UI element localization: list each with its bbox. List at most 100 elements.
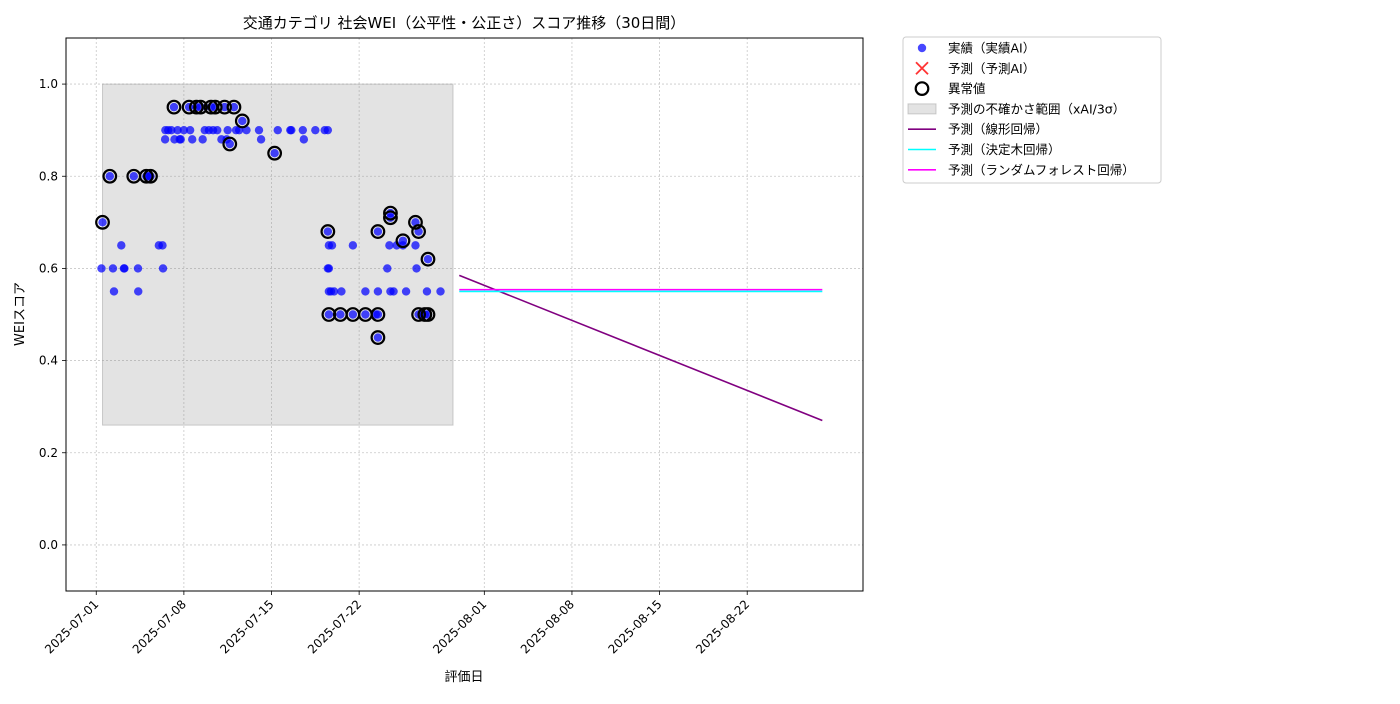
legend-label: 予測（決定木回帰） [948, 142, 1061, 157]
anomaly-marker [408, 214, 423, 230]
anomaly-marker [234, 113, 250, 129]
anomaly-marker [95, 214, 110, 230]
anomaly-marker [207, 99, 223, 115]
legend-label: 実績（実績AI） [948, 41, 1035, 56]
forecast-line [458, 274, 823, 422]
actual-point [373, 310, 383, 319]
actual-point [336, 310, 345, 319]
actual-point [108, 264, 118, 273]
actual-point [167, 125, 176, 135]
legend-label: 予測（ランダムフォレスト回帰） [948, 162, 1135, 177]
legend-swatch-x [915, 61, 929, 75]
x-axis-label: 評価日 [444, 670, 483, 685]
actual-point [129, 172, 139, 181]
y-tick-label: 0.2 [39, 446, 58, 460]
anomaly-marker [217, 99, 232, 115]
actual-point [188, 135, 197, 144]
actual-point [117, 241, 126, 250]
actual-point [242, 125, 251, 135]
anomaly-marker [321, 307, 337, 322]
actual-point [412, 264, 421, 273]
anomaly-marker [102, 168, 118, 184]
uncertainty-band [102, 83, 454, 426]
anomaly-marker [222, 136, 238, 152]
anomaly-marker [188, 99, 204, 115]
anomaly-marker [411, 224, 426, 239]
actual-point [361, 310, 370, 319]
anomaly-marker [411, 307, 426, 322]
x-axis-ticks: 2025-07-01 2025-07-08 2025-07-15 2025-07-22… [42, 591, 752, 656]
actual-point [436, 287, 445, 296]
legend-box [902, 36, 1162, 184]
actual-point [422, 287, 432, 296]
actual-point [287, 125, 296, 135]
actual-point [329, 287, 339, 296]
anomaly-marker [320, 224, 336, 239]
actual-point [198, 135, 207, 144]
x-tick-label: 2025-07-22 [305, 597, 364, 656]
anomaly-marker [383, 205, 398, 221]
anomaly-marker [383, 210, 398, 226]
uncertainty-band-layer [102, 83, 454, 426]
actual-point [423, 255, 433, 264]
anomaly-marker [226, 99, 242, 115]
x-tick-label: 2025-07-15 [217, 597, 276, 656]
actual-point [299, 135, 309, 144]
actual-point [273, 125, 282, 135]
actual-point [411, 241, 420, 250]
x-tick-label: 2025-08-01 [430, 597, 489, 656]
actual-point [323, 125, 333, 135]
actual-point [401, 287, 411, 296]
actual-point [385, 241, 394, 250]
legend-swatch-band [907, 103, 937, 115]
actual-point [311, 125, 320, 135]
actual-point [185, 125, 195, 135]
actual-point [220, 102, 229, 112]
y-tick-label: 0.6 [39, 261, 58, 275]
anomaly-marker [420, 307, 436, 322]
legend-label: 予測（線形回帰） [948, 122, 1048, 137]
anomaly-marker [143, 168, 158, 184]
actual-point [270, 149, 279, 158]
actual-point [179, 125, 189, 135]
actual-point [298, 125, 308, 135]
actual-point [398, 236, 408, 245]
actual-point [373, 227, 383, 236]
anomaly-marker [267, 145, 283, 161]
actual-point [327, 241, 337, 250]
plot-area-frame [65, 37, 864, 592]
y-tick-label: 0.4 [39, 354, 58, 368]
forecast-lines-layer [458, 274, 823, 422]
grid-lines [66, 38, 863, 591]
actual-point [173, 125, 182, 135]
actual-point [98, 218, 107, 227]
actual-point [109, 287, 119, 296]
actual-point [323, 227, 333, 236]
actual-point [361, 287, 370, 296]
actual-point [383, 264, 392, 273]
anomaly-markers-layer [95, 99, 436, 345]
anomaly-marker [166, 99, 182, 115]
actual-point [134, 287, 143, 296]
legend-label: 異常値 [948, 81, 986, 96]
actual-point [348, 310, 358, 319]
anomaly-marker [181, 99, 197, 115]
y-tick-label: 0.8 [39, 169, 58, 183]
actual-points-layer [97, 102, 445, 342]
y-axis-label: WEIスコア [13, 282, 28, 346]
legend-swatch-ring [914, 81, 930, 96]
x-tick-label: 2025-07-08 [130, 597, 189, 656]
x-tick-label: 2025-08-08 [518, 597, 577, 656]
x-tick-label: 2025-08-15 [605, 597, 664, 656]
actual-point [105, 172, 115, 181]
anomaly-marker [395, 233, 411, 249]
y-tick-label: 0.0 [39, 538, 58, 552]
y-axis-ticks: 0.0 0.2 0.4 0.6 0.8 1.0 [39, 77, 66, 552]
chart-title: 交通カテゴリ 社会WEI（公平性・公正さ）スコア推移（30日間） [243, 14, 686, 32]
anomaly-marker [370, 330, 386, 345]
actual-point [97, 264, 106, 273]
anomaly-marker [370, 224, 386, 239]
anomaly-marker [370, 307, 386, 322]
actual-point [176, 135, 185, 144]
